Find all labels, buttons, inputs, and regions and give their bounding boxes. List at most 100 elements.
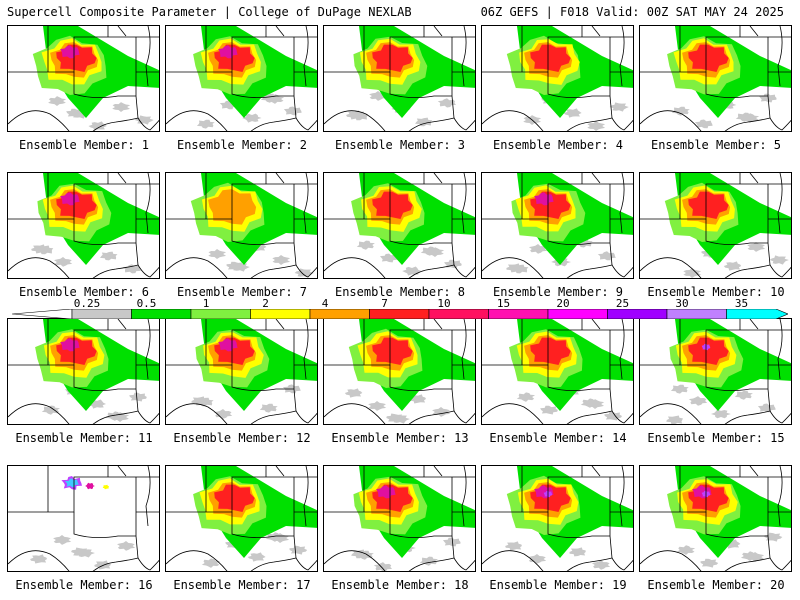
ensemble-member-map bbox=[323, 465, 476, 572]
map-svg bbox=[166, 26, 317, 131]
state-border bbox=[461, 26, 467, 87]
gray-area bbox=[94, 560, 111, 570]
gray-area bbox=[723, 261, 742, 271]
ensemble-member-map bbox=[7, 172, 160, 279]
colorbar-tick-label: 25 bbox=[615, 297, 630, 310]
colorbar-tick-label: 30 bbox=[675, 297, 689, 310]
ensemble-member-map bbox=[165, 318, 318, 425]
gray-area bbox=[609, 102, 629, 112]
gray-area bbox=[437, 98, 456, 108]
ensemble-member-label: Ensemble Member: 6 bbox=[18, 285, 150, 299]
state-border bbox=[145, 319, 151, 380]
ensemble-member-label: Ensemble Member: 14 bbox=[489, 431, 627, 445]
state-border bbox=[767, 477, 771, 559]
map-svg bbox=[482, 319, 633, 424]
gray-area bbox=[586, 399, 605, 409]
gray-area bbox=[747, 242, 766, 252]
state-border bbox=[591, 26, 601, 37]
state-border bbox=[166, 403, 228, 424]
colorbar-tick-label: 4 bbox=[321, 297, 329, 310]
gray-area bbox=[259, 403, 278, 413]
state-border bbox=[275, 319, 285, 330]
state-border bbox=[777, 173, 783, 234]
gray-area bbox=[356, 240, 375, 250]
gray-area bbox=[373, 562, 393, 571]
state-border bbox=[117, 26, 127, 37]
state-border bbox=[117, 319, 127, 330]
colorbar-segment bbox=[369, 309, 430, 319]
state-border bbox=[547, 219, 610, 245]
colorbar-segment bbox=[309, 309, 370, 319]
gray-area bbox=[676, 545, 696, 555]
state-border bbox=[640, 476, 791, 513]
state-border bbox=[619, 319, 625, 380]
map-svg bbox=[8, 466, 159, 571]
ensemble-member-label: Ensemble Member: 5 bbox=[650, 138, 782, 152]
state-border bbox=[461, 173, 467, 234]
ensemble-member-map bbox=[481, 318, 634, 425]
state-border bbox=[566, 410, 633, 424]
state-border bbox=[705, 72, 768, 98]
gray-area bbox=[283, 106, 302, 116]
state-border bbox=[250, 410, 317, 424]
gray-area bbox=[734, 390, 753, 400]
ensemble-member-label: Ensemble Member: 9 bbox=[492, 285, 624, 299]
gray-area bbox=[604, 411, 622, 421]
ensemble-member-label: Ensemble Member: 1 bbox=[18, 138, 150, 152]
state-border bbox=[135, 330, 139, 412]
gray-area bbox=[36, 245, 54, 255]
state-border bbox=[293, 330, 297, 412]
state-border bbox=[619, 466, 625, 527]
ensemble-member-map bbox=[165, 172, 318, 279]
state-border bbox=[451, 330, 455, 412]
state-border bbox=[777, 26, 783, 87]
state-border bbox=[135, 184, 139, 266]
state-border bbox=[231, 365, 294, 391]
gray-area bbox=[587, 121, 606, 131]
map-svg bbox=[8, 319, 159, 424]
state-border bbox=[293, 184, 297, 266]
gray-area bbox=[208, 249, 227, 259]
ensemble-member-map bbox=[323, 318, 476, 425]
state-border bbox=[408, 264, 475, 278]
state-border bbox=[591, 466, 601, 477]
ensemble-member-label: Ensemble Member: 16 bbox=[15, 578, 153, 592]
state-border bbox=[482, 476, 633, 513]
state-border bbox=[433, 319, 443, 330]
state-border bbox=[640, 183, 791, 220]
state-border bbox=[451, 184, 455, 266]
state-border bbox=[566, 264, 633, 278]
gray-area bbox=[117, 541, 136, 551]
state-border bbox=[619, 173, 625, 234]
gray-area bbox=[540, 405, 558, 415]
colorbar-tick-label: 35 bbox=[734, 297, 749, 310]
state-border bbox=[433, 26, 443, 37]
gray-area bbox=[88, 121, 107, 131]
state-border bbox=[324, 550, 386, 571]
gray-area bbox=[129, 392, 147, 402]
ensemble-member-label: Ensemble Member: 13 bbox=[331, 431, 469, 445]
gray-area bbox=[122, 264, 141, 274]
gray-area bbox=[380, 253, 398, 263]
state-border bbox=[547, 72, 610, 98]
state-border bbox=[73, 512, 136, 538]
state-border bbox=[73, 72, 136, 98]
state-border bbox=[303, 173, 309, 234]
gray-area bbox=[528, 554, 547, 564]
state-border bbox=[8, 110, 70, 131]
colorbar-segment bbox=[131, 309, 192, 319]
gray-area bbox=[112, 102, 131, 112]
state-border bbox=[324, 36, 475, 73]
magenta-area bbox=[60, 45, 80, 59]
state-border bbox=[92, 410, 159, 424]
state-border bbox=[8, 36, 159, 73]
colorbar-tick-label: 0.5 bbox=[136, 297, 157, 310]
state-border bbox=[640, 329, 791, 366]
gray-area bbox=[53, 535, 72, 545]
colorbar-segment bbox=[250, 309, 311, 319]
gray-area bbox=[746, 552, 765, 562]
state-border bbox=[145, 466, 151, 527]
gray-area bbox=[272, 255, 291, 265]
map-svg bbox=[640, 466, 791, 571]
ensemble-member-map bbox=[481, 465, 634, 572]
